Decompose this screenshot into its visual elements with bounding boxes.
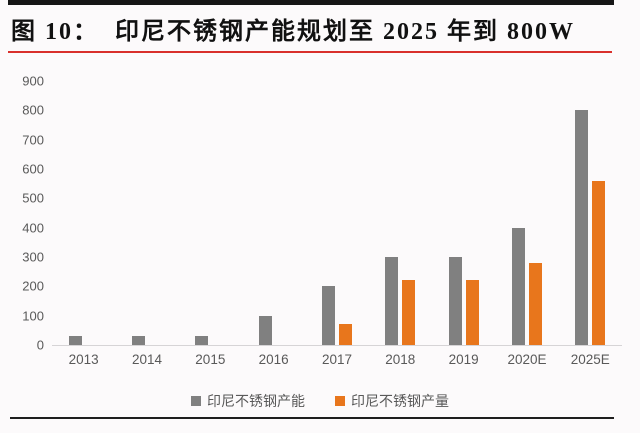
bottom-rule — [10, 417, 614, 419]
bar-印尼不锈钢产量-2019 — [465, 280, 479, 345]
legend: 印尼不锈钢产能 印尼不锈钢产量 — [0, 391, 640, 411]
bar-group-2016 — [242, 81, 305, 345]
bar-印尼不锈钢产能-2015 — [195, 336, 209, 345]
bar-印尼不锈钢产能-2020E — [511, 227, 525, 345]
bar-印尼不锈钢产能-2018 — [385, 257, 399, 345]
bar-印尼不锈钢产能-2017 — [321, 286, 335, 345]
y-tick-label: 200 — [22, 278, 44, 294]
bar-印尼不锈钢产能-2016 — [258, 315, 272, 345]
bar-group-2015 — [179, 81, 242, 345]
x-tick-label: 2020E — [507, 352, 547, 367]
legend-label: 印尼不锈钢产能 — [207, 393, 305, 409]
bar-group-2013 — [52, 81, 115, 345]
bar-group-2017 — [305, 81, 368, 345]
y-tick-label: 300 — [22, 249, 44, 265]
bar-印尼不锈钢产能-2013 — [68, 336, 82, 345]
y-tick-label: 600 — [22, 161, 44, 177]
x-tick-label: 2019 — [448, 352, 479, 367]
x-tick-label: 2017 — [321, 352, 352, 367]
legend-item: 印尼不锈钢产量 — [335, 391, 449, 411]
x-tick-label: 2015 — [195, 352, 226, 367]
legend-swatch-icon — [191, 396, 201, 406]
bar-印尼不锈钢产能-2014 — [131, 336, 145, 345]
bar-印尼不锈钢产量-2017 — [338, 324, 352, 345]
legend-label: 印尼不锈钢产量 — [351, 393, 449, 409]
bar-group-2019 — [432, 81, 495, 345]
y-tick-label: 100 — [22, 308, 44, 324]
title-underline — [8, 51, 612, 53]
x-tick-label: 2016 — [258, 352, 289, 367]
y-tick-label: 0 — [36, 337, 44, 353]
bar-chart: 0 100 200 300 400 500 600 700 800 900 2013 2014 201… — [0, 60, 640, 410]
bar-印尼不锈钢产能-2019 — [448, 257, 462, 345]
y-axis: 0 100 200 300 400 500 600 700 800 900 — [0, 74, 44, 353]
bar-印尼不锈钢产能-2025E — [575, 110, 589, 345]
y-tick-label: 900 — [22, 73, 44, 89]
legend-item: 印尼不锈钢产能 — [191, 391, 305, 411]
plot-area — [52, 81, 622, 346]
bar-group-2014 — [115, 81, 178, 345]
bar-group-2020E — [495, 81, 558, 345]
bar-group-2018 — [369, 81, 432, 345]
y-tick-label: 700 — [22, 132, 44, 148]
bar-印尼不锈钢产量-2018 — [402, 280, 416, 345]
y-tick-label: 400 — [22, 220, 44, 236]
x-axis: 2013 2014 2015 2016 2017 2018 2019 2020E 2025E — [52, 352, 622, 367]
top-rule — [8, 0, 614, 5]
x-tick-label: 2018 — [385, 352, 416, 367]
bar-印尼不锈钢产量-2025E — [592, 180, 606, 345]
y-tick-label: 500 — [22, 190, 44, 206]
bar-group-2025E — [559, 81, 622, 345]
bar-印尼不锈钢产量-2020E — [528, 262, 542, 345]
x-tick-label: 2014 — [131, 352, 163, 367]
legend-swatch-icon — [335, 396, 345, 406]
x-tick-label: 2013 — [68, 352, 99, 367]
figure-title: 图 10： 印尼不锈钢产能规划至 2025 年到 800W — [11, 19, 575, 45]
x-tick-label: 2025E — [570, 352, 610, 367]
y-tick-label: 800 — [22, 102, 44, 118]
